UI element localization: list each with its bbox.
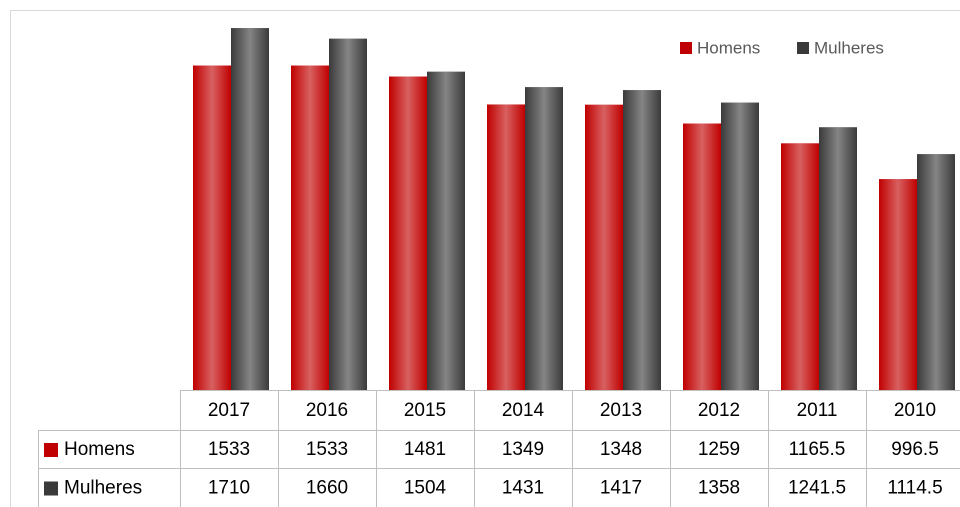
table-legend-key — [44, 443, 58, 457]
bar-shine — [819, 127, 857, 391]
x-tick-label: 2015 — [404, 400, 446, 421]
bar-shine — [231, 28, 269, 391]
table-value: 1165.5 — [789, 439, 846, 460]
legend-label: Mulheres — [814, 38, 884, 57]
bar-shine — [585, 104, 623, 390]
x-tick-label: 2016 — [306, 400, 348, 421]
legend-key — [797, 42, 809, 54]
bar-shine — [879, 179, 917, 390]
legend-key — [680, 42, 692, 54]
bar-shine — [329, 38, 367, 391]
table-value: 1358 — [698, 478, 740, 499]
table-value: 1533 — [306, 439, 348, 460]
table-legend-key — [44, 481, 58, 496]
bar-shine — [193, 65, 231, 390]
table-value: 1349 — [502, 439, 544, 460]
table-value: 1710 — [208, 478, 250, 499]
bar-shine — [487, 104, 525, 390]
bar-shine — [917, 154, 955, 390]
x-tick-label: 2011 — [797, 400, 838, 421]
table-value: 1348 — [600, 439, 642, 460]
table-row-label: Mulheres — [64, 478, 142, 499]
bar-shine — [389, 76, 427, 390]
table-row-label: Homens — [64, 439, 135, 460]
bar-shine — [721, 102, 759, 390]
legend-label: Homens — [697, 38, 760, 57]
chart-border — [10, 10, 960, 507]
bar-shine — [623, 90, 661, 391]
table-value: 996.5 — [891, 439, 939, 460]
bar-shine — [291, 65, 329, 390]
table-value: 1504 — [404, 478, 447, 499]
x-tick-label: 2012 — [698, 400, 740, 421]
table-value: 1259 — [698, 439, 740, 460]
x-tick-label: 2010 — [894, 400, 936, 421]
table-value: 1481 — [404, 439, 446, 460]
table-value: 1533 — [208, 439, 250, 460]
x-tick-label: 2013 — [600, 400, 642, 421]
x-tick-label: 2017 — [208, 400, 250, 421]
x-tick-label: 2014 — [502, 400, 545, 421]
bar-shine — [427, 71, 465, 391]
bar-shine — [525, 87, 563, 390]
table-value: 1114.5 — [887, 478, 942, 499]
table-value: 1660 — [306, 478, 348, 499]
bar-shine — [683, 123, 721, 391]
table-value: 1431 — [502, 478, 544, 499]
bar-shine — [781, 143, 819, 390]
table-value: 1417 — [600, 478, 642, 499]
table-value: 1241.5 — [788, 478, 846, 499]
